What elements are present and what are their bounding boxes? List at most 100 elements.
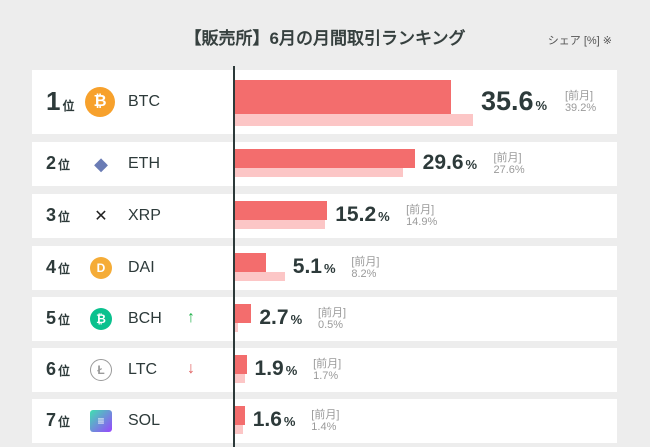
previous-month-label: [前月] 1.7% [313, 358, 341, 382]
ranking-row: 7 位 ≡ SOL [32, 399, 617, 443]
rank-number: 1 [46, 86, 61, 116]
bar-previous-month [235, 168, 403, 177]
previous-month-value: 14.9% [406, 216, 438, 228]
rank-number: 4 [46, 257, 57, 277]
value-label: 1.9% [255, 357, 298, 381]
chart-title: 【販売所】6月の月間取引ランキング [184, 29, 466, 48]
solana-icon: ≡ [90, 410, 112, 432]
bar-current-month [235, 304, 252, 323]
rank-number: 3 [46, 205, 57, 225]
previous-month-caption: [前月] [351, 256, 380, 268]
xrp-icon: ✕ [94, 208, 108, 225]
bar-previous-month [235, 374, 246, 383]
rank-number: 5 [46, 308, 57, 328]
bar-previous-month [235, 220, 326, 229]
previous-month-caption: [前月] [313, 358, 342, 370]
bar-previous-month [235, 272, 285, 281]
ranking-row: 5 位 ₿ BCH ↑ [32, 297, 617, 341]
coin-symbol: LTC [128, 361, 158, 378]
previous-month-caption: [前月] [311, 409, 340, 421]
bar-current-month [235, 80, 452, 114]
coin-symbol: XRP [128, 207, 161, 224]
arrow-up-icon: ↑ [187, 309, 195, 326]
percent-sign: % [535, 98, 548, 113]
value-number: 5.1 [292, 255, 322, 278]
previous-month-label: [前月] 14.9% [406, 204, 437, 228]
previous-month-caption: [前月] [406, 204, 435, 216]
percent-sign: % [285, 363, 298, 378]
previous-month-caption: [前月] [564, 90, 594, 102]
axis-divider [233, 66, 235, 447]
coin-symbol: BCH [128, 310, 162, 327]
value-label: 35.6% [481, 86, 547, 117]
unit-note: シェア [%] ※ [547, 35, 612, 47]
rank-number: 6 [46, 359, 57, 379]
rank-suffix: 位 [58, 313, 71, 327]
value-label: 29.6% [423, 151, 477, 175]
previous-month-label: [前月] 27.6% [493, 152, 524, 176]
previous-month-label: [前月] 0.5% [318, 307, 346, 331]
rank-suffix: 位 [58, 158, 71, 172]
value-label: 1.6% [253, 408, 296, 432]
value-number: 29.6 [422, 151, 464, 174]
bitcoin-icon: ₿ [85, 87, 115, 117]
rank-suffix: 位 [58, 210, 71, 224]
rank-number: 7 [46, 410, 57, 430]
ethereum-icon: ◆ [94, 153, 108, 174]
rank-suffix: 位 [58, 415, 71, 429]
bar-current-month [235, 406, 245, 425]
value-label: 5.1% [293, 255, 336, 279]
bar-previous-month [235, 323, 239, 332]
rank-suffix: 位 [62, 99, 75, 113]
coin-symbol: ETH [128, 155, 160, 172]
rank-suffix: 位 [58, 364, 71, 378]
coin-symbol: DAI [128, 259, 155, 276]
previous-month-value: 0.5% [317, 319, 344, 331]
value-number: 1.6 [252, 408, 282, 431]
previous-month-value: 39.2% [564, 102, 597, 114]
dai-icon: D [90, 257, 112, 279]
rank-number: 2 [46, 153, 57, 173]
bar-current-month [235, 201, 328, 220]
previous-month-value: 1.7% [313, 370, 339, 382]
value-label: 15.2% [335, 203, 389, 227]
ranking-row: 6 位 Ł LTC ↓ [32, 348, 617, 392]
value-number: 1.9 [254, 357, 284, 380]
previous-month-caption: [前月] [493, 152, 522, 164]
percent-sign: % [290, 312, 303, 327]
value-number: 35.6 [480, 86, 534, 116]
coin-symbol: SOL [128, 412, 161, 429]
arrow-down-icon: ↓ [187, 360, 195, 377]
rank-suffix: 位 [58, 262, 71, 276]
previous-month-value: 8.2% [351, 268, 377, 280]
bitcoin-cash-icon: ₿ [90, 308, 112, 330]
value-number: 2.7 [259, 306, 289, 329]
percent-sign: % [465, 157, 478, 172]
percent-sign: % [283, 414, 296, 429]
previous-month-label: [前月] 8.2% [351, 256, 379, 280]
value-number: 15.2 [335, 203, 377, 226]
percent-sign: % [323, 261, 336, 276]
bar-previous-month [235, 425, 244, 434]
coin-symbol: BTC [128, 93, 160, 110]
percent-sign: % [378, 209, 390, 224]
bar-current-month [235, 355, 247, 374]
previous-month-value: 1.4% [311, 421, 337, 433]
litecoin-icon: Ł [90, 359, 112, 381]
bar-current-month [235, 149, 415, 168]
previous-month-label: [前月] 1.4% [311, 409, 339, 433]
ranking-row: 4 位 D DAI [32, 246, 617, 290]
bar-current-month [235, 253, 266, 272]
previous-month-label: [前月] 39.2% [565, 90, 596, 114]
bar-previous-month [235, 114, 473, 126]
previous-month-caption: [前月] [317, 307, 347, 319]
value-label: 2.7% [259, 306, 302, 330]
previous-month-value: 27.6% [493, 164, 525, 176]
